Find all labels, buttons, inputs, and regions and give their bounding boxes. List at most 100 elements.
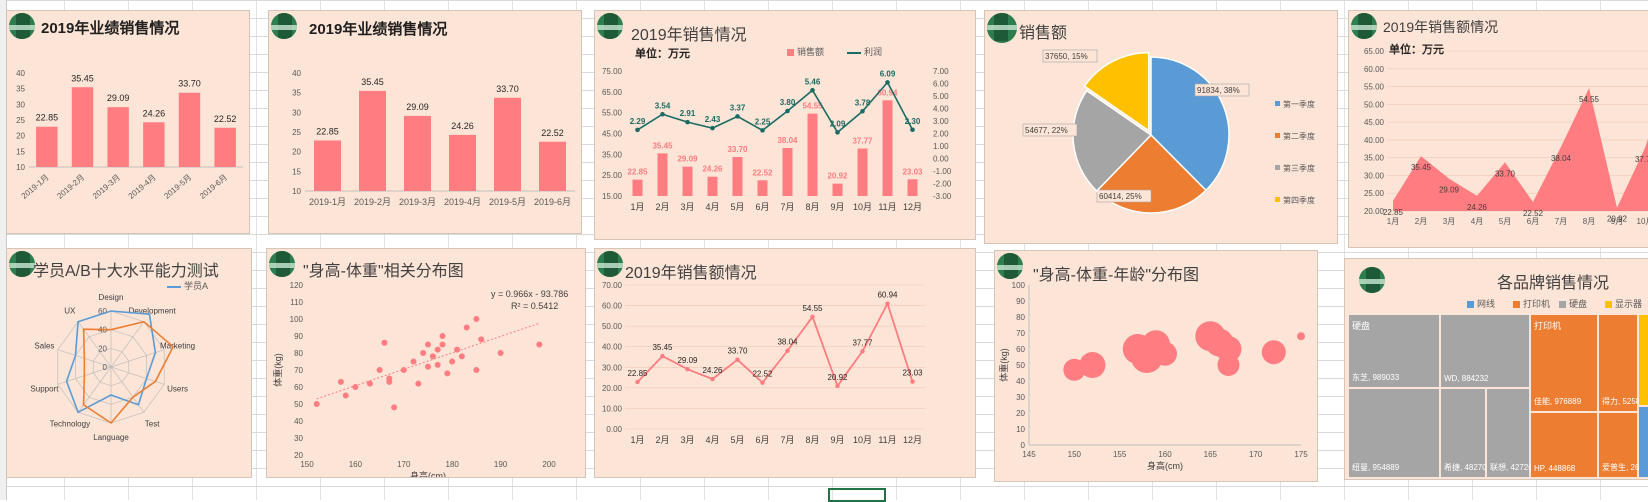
data-label: 38.04: [777, 338, 798, 347]
legend-student-a: 学员A: [167, 279, 208, 292]
x-tick-label: 2019-3月: [399, 197, 436, 207]
y-tick-label: 20: [1016, 409, 1025, 418]
chart-panel-2[interactable]: 2019年业绩销售情况 10 15 20 25 30 35 40 22.85 2019-1月 35…: [268, 10, 582, 234]
treemap-label: 得力, 525859: [1602, 397, 1648, 406]
radar-series: [82, 320, 175, 425]
data-label: 35.45: [652, 343, 673, 352]
bar: [71, 87, 94, 167]
chart-icon: [987, 13, 1017, 43]
axis-label: Development: [129, 306, 177, 315]
chart-panel-10[interactable]: 各品牌销售情况 网线 打印机 硬盘 显示器 硬盘 东芝, 989033 WD, 88423…: [1344, 258, 1648, 480]
chart-panel-8[interactable]: 2019年销售额情况 0.00 10.00 20.00 30.00 40.00 50.00…: [594, 248, 976, 478]
data-label: 35.45: [361, 77, 384, 87]
chart-panel-6[interactable]: 学员A/B十大水平能力测试 学员A Design Development Marke…: [6, 248, 252, 478]
line-point: [635, 379, 640, 385]
y-tick-label: 70: [294, 366, 303, 375]
x-tick-label: 6月: [755, 202, 769, 212]
y-tick-label: 35: [292, 89, 301, 98]
treemap-label: 希捷, 482701: [1444, 463, 1492, 472]
chart-panel-4[interactable]: 销售额 91834, 38% 60414, 25% 54677, 22% 37650,…: [984, 10, 1338, 244]
data-label: 22.52: [1523, 209, 1544, 218]
scatter-point: [458, 353, 465, 360]
data-label: 38.04: [777, 136, 798, 145]
x-tick-label: 7月: [780, 202, 794, 212]
x-tick-label: 2019-1月: [309, 197, 346, 207]
scatter-point: [425, 363, 431, 370]
y-tick-label: 40: [292, 69, 301, 78]
chart-title: 学员A/B十大水平能力测试: [33, 263, 219, 280]
y-tick-label: 120: [290, 281, 304, 290]
data-label: 23.03: [902, 369, 923, 378]
legend-label: 第二季度: [1283, 131, 1315, 141]
data-label: 37.77: [852, 137, 873, 146]
data-label: 22.52: [214, 114, 237, 124]
data-label: 37.77: [1635, 155, 1648, 164]
bubble: [1215, 336, 1242, 362]
scatter-point: [444, 370, 451, 377]
axis-label: UX: [64, 306, 76, 315]
sales-line: [636, 301, 914, 388]
chart-panel-9[interactable]: "身高-体重-年龄"分布图 0 10 20 30 40 50 60 70 80 90 100 145 1…: [994, 250, 1318, 482]
legend-item: 硬盘: [1559, 297, 1587, 310]
bar: [882, 100, 893, 196]
x-tick-label: 5月: [1499, 217, 1511, 226]
y-tick-label: 25: [16, 116, 25, 125]
y-tick-label: 60.00: [602, 302, 623, 311]
x-tick-label: 10月: [853, 435, 872, 445]
profit-point: [760, 128, 765, 133]
profit-label: 5.46: [805, 77, 821, 86]
axis-label: Test: [145, 420, 160, 429]
data-label: 23.03: [902, 167, 923, 176]
y-tick-label: 20: [292, 148, 301, 157]
axis-label: Language: [93, 433, 129, 442]
x-tick-label: 6月: [1527, 217, 1539, 226]
bar: [657, 153, 668, 196]
profit-point: [685, 119, 690, 125]
x-tick-label: 150: [300, 460, 314, 469]
line-point: [785, 348, 790, 353]
data-label: 33.70: [1495, 169, 1516, 178]
chart-panel-7[interactable]: "身高-体重"相关分布图 y = 0.966x - 93.786 R² = 0.…: [266, 248, 586, 478]
legend-profit: 利润: [847, 45, 882, 58]
y-tick-label: 45.00: [1364, 118, 1385, 127]
bubble: [1079, 352, 1106, 378]
axis-label: Sales: [34, 341, 54, 350]
profit-point: [710, 125, 715, 131]
bar: [107, 107, 129, 167]
x-tick-label: 1月: [630, 202, 644, 212]
legend-item: 打印机: [1513, 297, 1550, 310]
chart-panel-3[interactable]: 2019年销售情况 单位：万元 销售额 利润 15.00 25.00 35.00 45…: [594, 10, 976, 240]
chart-icon: [597, 13, 623, 39]
y-tick-label: 80: [294, 349, 303, 358]
y-tick-label: 40.00: [602, 343, 623, 352]
bar: [314, 140, 341, 191]
treemap-tile: 联想, 427264: [1487, 389, 1537, 477]
y-tick-label: 70: [1016, 329, 1025, 338]
treemap-tile: 硬盘 东芝, 989033: [1349, 315, 1439, 387]
profit-label: 2.43: [705, 115, 721, 124]
treemap-tile: 爱普生, 265345: [1599, 413, 1648, 477]
radial-tick-label: 0: [103, 363, 108, 372]
y-tick-label: 30.00: [1364, 171, 1385, 180]
treemap-label: 联想, 427264: [1490, 463, 1538, 472]
x-tick-label: 160: [1158, 450, 1172, 459]
y-tick-label: 100: [1012, 281, 1026, 290]
y-tick-label: 40.00: [1364, 136, 1385, 145]
chart-panel-5[interactable]: 2019年销售额情况 单位：万元 20.00 25.00 30.00 35.00 40.…: [1348, 10, 1648, 248]
chart-title: "身高-体重"相关分布图: [303, 263, 464, 280]
y-tick-label: 30: [294, 434, 303, 443]
chart-title: 各品牌销售情况: [1497, 275, 1610, 292]
y-tick-label: 40: [294, 417, 303, 426]
scatter-point: [449, 358, 456, 365]
x-tick-label: 2019-3月: [91, 173, 122, 201]
data-label: 22.85: [36, 113, 59, 123]
x-tick-label: 1月: [1387, 217, 1399, 226]
radial-tick-label: 60: [98, 307, 107, 316]
line-point: [685, 366, 690, 372]
profit-label: 2.25: [755, 117, 771, 126]
chart-icon: [271, 13, 297, 39]
chart-panel-1[interactable]: 2019年业绩销售情况 10 15 20 25 30 35 40 22.85 2019-1月 35…: [6, 10, 250, 234]
profit-label: 3.80: [780, 98, 796, 107]
scatter-point: [386, 378, 393, 385]
chart-title: "身高-体重-年龄"分布图: [1033, 267, 1200, 284]
